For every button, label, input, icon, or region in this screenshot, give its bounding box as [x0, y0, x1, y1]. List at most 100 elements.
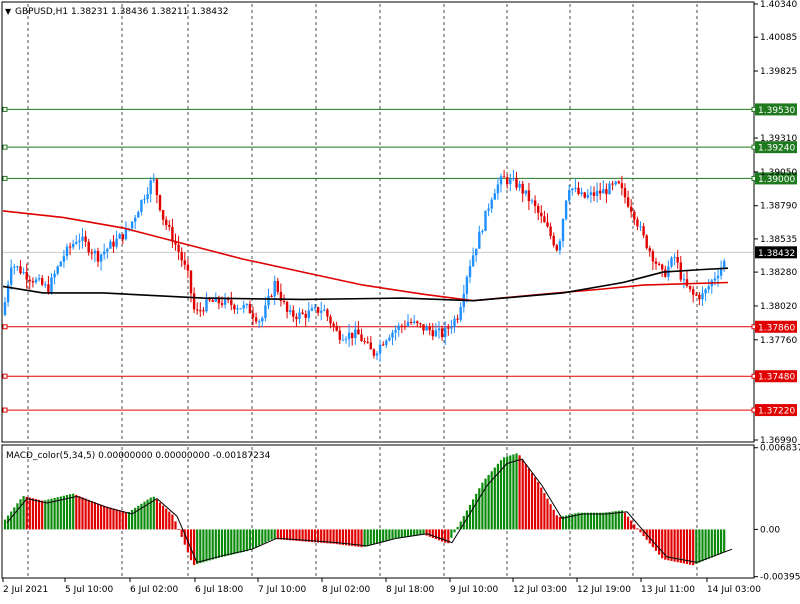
macd-bar [422, 529, 425, 535]
moving-averages [2, 210, 729, 302]
macd-bar [180, 529, 183, 537]
candle [118, 232, 121, 240]
candle [165, 216, 168, 230]
macd-bar [577, 512, 580, 530]
time-tick-label: 7 Jul 10:00 [258, 585, 307, 595]
candle [326, 308, 329, 321]
macd-bar [276, 529, 279, 540]
macd-bar [444, 529, 447, 543]
macd-bar [605, 512, 608, 530]
macd-bar [96, 503, 100, 530]
candle [605, 183, 608, 204]
macd-bar [416, 529, 419, 536]
candle [248, 300, 252, 314]
macd-bar [679, 529, 682, 563]
candle [487, 203, 490, 217]
macd-bar [490, 471, 493, 530]
macd-bar [227, 529, 230, 556]
macd-bar [394, 529, 397, 539]
candle [673, 253, 676, 266]
macd-bar [391, 529, 394, 540]
svg-text:1.38432: 1.38432 [758, 249, 795, 259]
macd-bar [710, 529, 713, 558]
price-axis[interactable]: 1.40340 1.40085 1.39825 1.39310 1.39050 1.387… [754, 0, 797, 446]
macd-bar [630, 520, 633, 530]
macd-bar [44, 500, 47, 530]
candle [323, 304, 326, 312]
macd-bar [344, 529, 348, 546]
candle [338, 326, 341, 344]
macd-bar [596, 512, 599, 530]
candle [34, 276, 38, 284]
macd-bar [676, 529, 679, 563]
candle [106, 247, 109, 259]
macd-bar [552, 509, 555, 530]
macd-bar [137, 505, 140, 530]
candle [155, 178, 159, 204]
candle [68, 242, 72, 255]
candle [586, 188, 589, 200]
time-tick-label: 5 Jul 10:00 [65, 585, 114, 595]
horizontal-levels[interactable]: 1.39530 1.39240 1.39000 1.37860 1.37480 1.372… [2, 103, 797, 417]
macd-bar [654, 529, 658, 551]
candle [10, 259, 13, 290]
macd-bar [115, 509, 118, 530]
candle [121, 234, 124, 245]
candle [332, 321, 335, 332]
candle [465, 274, 469, 303]
level-anchor[interactable] [2, 175, 8, 181]
macd-bar [388, 529, 391, 540]
candle [400, 323, 403, 334]
candle [499, 173, 503, 193]
macd-bar [608, 511, 611, 530]
macd-bar [165, 508, 168, 530]
macd-bar [354, 529, 357, 547]
macd-bar [258, 529, 261, 546]
candle [444, 321, 447, 346]
level-anchor[interactable] [2, 106, 8, 112]
chart-dropdown-icon[interactable]: ▼ [5, 7, 12, 16]
macd-bar [648, 529, 651, 544]
level-price-tag: 1.39530 [755, 103, 797, 116]
candle [13, 263, 16, 275]
candle [450, 319, 453, 334]
candle [292, 305, 295, 322]
level-anchor[interactable] [2, 144, 8, 150]
candle [611, 181, 614, 191]
candle [316, 306, 320, 317]
macd-bar [267, 529, 270, 542]
candle [254, 312, 258, 325]
macd-bar [214, 529, 217, 559]
candle [279, 283, 283, 307]
candle [602, 180, 605, 194]
candle [645, 234, 648, 250]
candle [688, 285, 692, 293]
candle [447, 323, 450, 336]
level-anchor[interactable] [2, 324, 8, 330]
macd-bar [158, 502, 162, 530]
macd-bar [617, 510, 620, 530]
candle [518, 180, 521, 192]
ma-slow-line [2, 267, 729, 302]
candle [515, 171, 518, 191]
macd-bar [10, 511, 13, 530]
macd-pane[interactable] [1, 444, 755, 579]
macd-bar [506, 456, 509, 530]
macd-bar [81, 497, 84, 530]
candle [258, 319, 261, 329]
time-axis[interactable]: 2 Jul 2021 5 Jul 10:00 6 Jul 02:00 6 Jul 18… [2, 578, 761, 595]
candle [93, 248, 97, 263]
candle [428, 322, 431, 336]
macd-bar [72, 493, 75, 530]
candle [233, 303, 236, 314]
candle [552, 232, 555, 248]
macd-bar [168, 511, 171, 530]
symbol-info: GBPUSD,H1 1.38231 1.38436 1.38211 1.3843… [15, 7, 228, 17]
level-anchor[interactable] [2, 373, 8, 379]
level-anchor[interactable] [2, 407, 8, 413]
main-pane[interactable] [1, 1, 755, 443]
macd-bar [41, 500, 44, 530]
level-price-label: 1.39530 [758, 106, 795, 116]
